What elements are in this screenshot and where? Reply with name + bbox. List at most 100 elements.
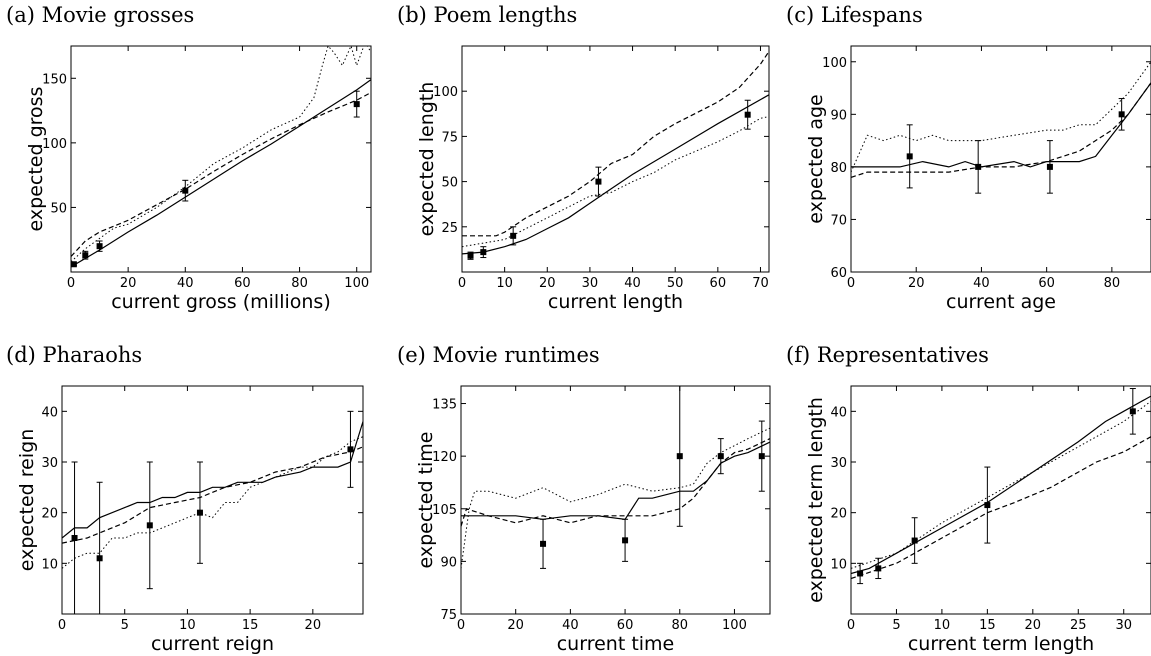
y-tick-label: 40 xyxy=(41,405,58,420)
x-tick-label: 30 xyxy=(1115,618,1132,633)
series-line-solid xyxy=(851,82,1151,168)
x-tick-label: 60 xyxy=(234,276,251,291)
series-line-dashed xyxy=(851,82,1151,178)
data-point xyxy=(676,453,683,460)
x-tick-label: 80 xyxy=(1104,276,1121,291)
y-tick-label: 60 xyxy=(830,266,847,281)
x-tick-label: 15 xyxy=(242,618,259,633)
series-line-solid xyxy=(462,94,769,255)
plot-frame xyxy=(460,385,771,615)
data-point xyxy=(146,522,153,529)
y-tick-label: 150 xyxy=(42,72,67,87)
series-line-dashed xyxy=(71,91,371,257)
data-point xyxy=(717,453,724,460)
y-tick-label: 75 xyxy=(441,130,458,145)
x-tick-label: 30 xyxy=(582,276,599,291)
y-tick-label: 100 xyxy=(433,85,458,100)
x-tick-label: 0 xyxy=(847,276,855,291)
data-point xyxy=(96,555,103,562)
series-line-dashed xyxy=(62,446,363,544)
plot-frame xyxy=(850,45,1151,273)
x-tick-label: 80 xyxy=(671,618,688,633)
y-tick-label: 120 xyxy=(432,450,457,465)
x-tick-label: 10 xyxy=(179,618,196,633)
y-tick-label: 40 xyxy=(830,405,847,420)
x-tick-label: 0 xyxy=(458,276,466,291)
x-tick-label: 0 xyxy=(457,618,465,633)
series-line-dashed xyxy=(851,436,1151,580)
y-tick-label: 135 xyxy=(432,398,457,413)
x-tick-label: 0 xyxy=(67,276,75,291)
series-line-solid xyxy=(71,79,371,268)
data-point xyxy=(82,252,89,259)
panel-3: (c) Lifespans 0 20 40 60 80 60 70 80 90 100 current… xyxy=(786,3,1151,313)
series-line-dotted xyxy=(71,46,371,263)
data-area xyxy=(71,46,371,268)
x-axis-label: current reign xyxy=(151,633,274,655)
data-point xyxy=(96,243,103,250)
data-area xyxy=(461,386,770,569)
plot-frame xyxy=(61,385,364,615)
data-point xyxy=(906,153,913,160)
data-point xyxy=(595,178,602,185)
x-tick-label: 20 xyxy=(305,618,322,633)
series-line-solid xyxy=(62,421,363,539)
data-point xyxy=(480,249,487,256)
data-point xyxy=(875,565,882,572)
x-tick-label: 40 xyxy=(562,618,579,633)
data-area xyxy=(851,61,1151,194)
data-point xyxy=(758,453,765,460)
series-line-solid xyxy=(851,395,1151,575)
plot-frame xyxy=(850,385,1151,615)
data-point xyxy=(622,537,629,544)
x-tick-label: 100 xyxy=(344,276,369,291)
x-axis-label: current length xyxy=(548,291,683,313)
x-tick-label: 80 xyxy=(291,276,308,291)
x-tick-label: 100 xyxy=(722,618,747,633)
x-tick-label: 0 xyxy=(847,618,855,633)
y-axis-label: expected gross xyxy=(25,87,47,232)
panel-5: (e) Movie runtimes 0 20 40 60 80 100 75 90 105 120… xyxy=(397,343,771,655)
x-tick-label: 60 xyxy=(617,618,634,633)
y-tick-label: 100 xyxy=(42,137,67,152)
x-tick-label: 20 xyxy=(539,276,556,291)
data-point xyxy=(510,232,517,239)
data-area xyxy=(851,388,1151,585)
y-tick-label: 100 xyxy=(822,56,847,71)
data-point xyxy=(857,570,864,577)
y-tick-label: 10 xyxy=(830,557,847,572)
x-tick-label: 70 xyxy=(752,276,769,291)
x-tick-label: 5 xyxy=(892,618,900,633)
data-area xyxy=(62,410,363,614)
y-tick-label: 75 xyxy=(440,608,457,623)
data-point xyxy=(1046,163,1053,170)
y-tick-label: 90 xyxy=(830,108,847,123)
panel-title: (f) Representatives xyxy=(786,343,989,367)
data-point xyxy=(71,535,78,541)
y-tick-label: 80 xyxy=(830,161,847,176)
panel-6: (f) Representatives 0 5 10 15 20 25 30 10 20 30 40 c… xyxy=(786,343,1151,655)
y-axis-label: expected age xyxy=(805,94,827,223)
x-tick-label: 15 xyxy=(979,618,996,633)
panel-1: (a) Movie grosses 0 20 40 60 80 100 50 100 150 cur… xyxy=(6,3,372,313)
x-tick-label: 60 xyxy=(710,276,727,291)
y-axis-label: expected reign xyxy=(16,429,38,572)
series-line-dotted xyxy=(851,61,1151,173)
data-point xyxy=(467,252,474,259)
series-line-solid xyxy=(461,441,770,520)
y-axis-label: expected time xyxy=(415,432,437,569)
y-tick-label: 105 xyxy=(432,503,457,518)
series-line-dashed xyxy=(461,438,770,527)
x-tick-label: 40 xyxy=(624,276,641,291)
series-line-dotted xyxy=(62,436,363,569)
x-tick-label: 40 xyxy=(177,276,194,291)
plot-frame xyxy=(461,45,770,273)
x-axis-label: current gross (millions) xyxy=(111,291,331,313)
y-tick-label: 30 xyxy=(830,456,847,471)
data-point xyxy=(984,502,991,509)
data-point xyxy=(347,446,354,453)
series-line-dotted xyxy=(461,427,770,569)
data-point xyxy=(353,101,360,108)
series-line-dotted xyxy=(851,400,1151,569)
